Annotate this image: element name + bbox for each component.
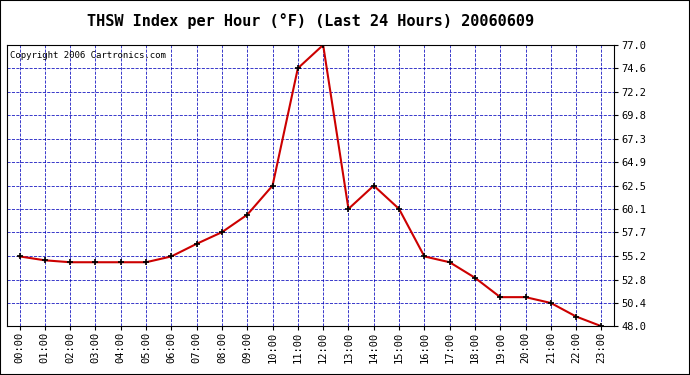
Text: THSW Index per Hour (°F) (Last 24 Hours) 20060609: THSW Index per Hour (°F) (Last 24 Hours)… — [87, 13, 534, 29]
Text: Copyright 2006 Cartronics.com: Copyright 2006 Cartronics.com — [10, 51, 166, 60]
